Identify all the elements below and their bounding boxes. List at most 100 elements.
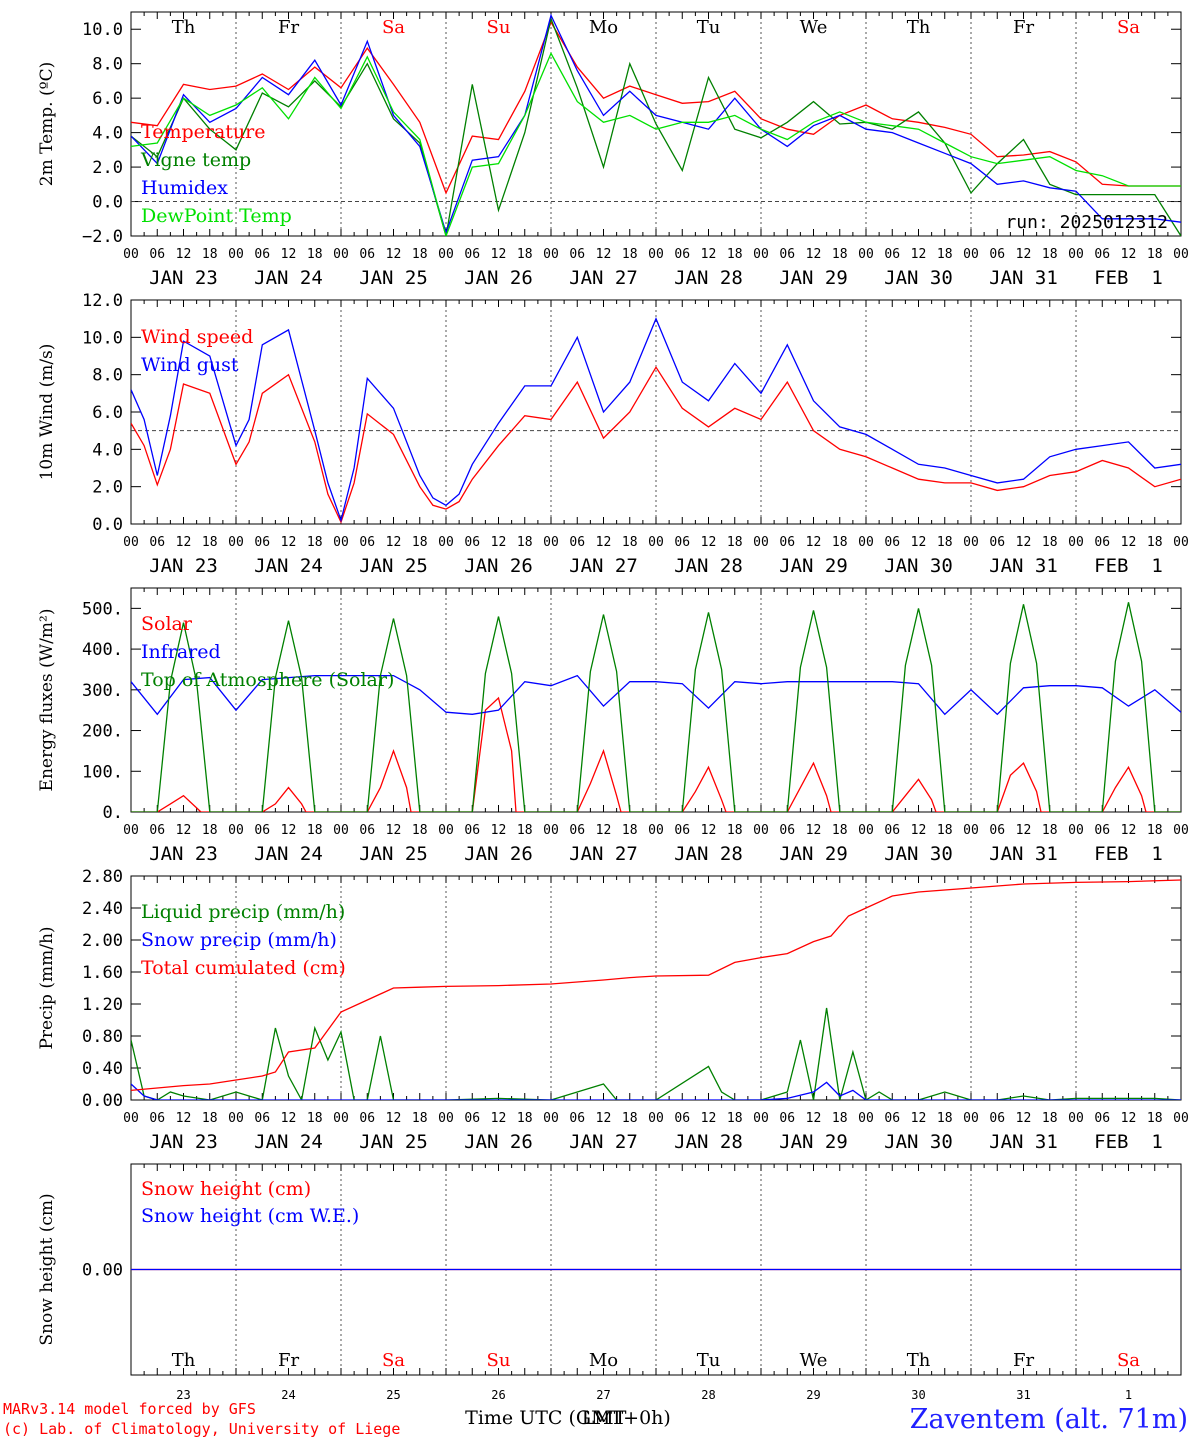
date-label: FEB 1 xyxy=(1094,1131,1163,1153)
legend-item: Liquid precip (mm/h) xyxy=(141,901,345,923)
hour-tick-label: 06 xyxy=(674,535,690,550)
hour-tick-label: 00 xyxy=(1068,247,1084,262)
weekday-label: Mo xyxy=(589,1350,618,1371)
weekday-label: Tu xyxy=(697,17,721,38)
y-tick-label: 0.00 xyxy=(82,1091,123,1111)
date-label: JAN 23 xyxy=(149,555,218,577)
y-tick-label: 2.0 xyxy=(92,158,123,178)
date-label: JAN 29 xyxy=(779,843,848,865)
hour-tick-label: 12 xyxy=(386,1111,402,1126)
hour-tick-label: 12 xyxy=(806,823,822,838)
legend-item: Wind gust xyxy=(141,354,239,376)
hour-tick-label: 18 xyxy=(1042,535,1058,550)
hour-tick-label: 18 xyxy=(727,535,743,550)
hour-tick-label: 12 xyxy=(701,823,717,838)
y-tick-label: 2.80 xyxy=(82,867,123,887)
hour-tick-label: 06 xyxy=(569,823,585,838)
y-tick-label: 400. xyxy=(82,640,123,660)
hour-tick-label: 18 xyxy=(937,823,953,838)
date-label: JAN 28 xyxy=(674,267,743,289)
hour-tick-label: 18 xyxy=(1147,247,1163,262)
series-line-humidex xyxy=(131,13,1181,235)
hour-tick-label: 00 xyxy=(858,823,874,838)
series-line-snow-precip-mm-h- xyxy=(131,1081,1181,1100)
hour-tick-label: 06 xyxy=(989,1111,1005,1126)
hour-tick-label: 06 xyxy=(359,247,375,262)
y-axis-label: Precip (mm/h) xyxy=(37,926,57,1049)
y-tick-label: 4.0 xyxy=(92,124,123,144)
hour-tick-label: 00 xyxy=(753,823,769,838)
y-tick-label: 2.0 xyxy=(92,478,123,498)
y-tick-label: 2.40 xyxy=(82,899,123,919)
hour-tick-label: 00 xyxy=(228,1111,244,1126)
hour-tick-label: 12 xyxy=(176,823,192,838)
hour-tick-label: 12 xyxy=(1016,247,1032,262)
y-tick-label: 1.20 xyxy=(82,995,123,1015)
date-label: FEB 1 xyxy=(1094,267,1163,289)
legend-item: Vigne temp xyxy=(140,149,251,171)
hour-tick-label: 06 xyxy=(674,247,690,262)
hour-tick-label: 00 xyxy=(333,1111,349,1126)
hour-tick-label: 12 xyxy=(1121,535,1137,550)
hour-tick-label: 18 xyxy=(727,1111,743,1126)
weekday-label: Th xyxy=(172,17,196,38)
hour-tick-label: 12 xyxy=(596,535,612,550)
day-number-label: 31 xyxy=(1016,1388,1030,1402)
hour-tick-label: 06 xyxy=(254,1111,270,1126)
hour-tick-label: 06 xyxy=(359,535,375,550)
legend-item: Temperature xyxy=(141,121,265,143)
date-label: JAN 26 xyxy=(464,843,533,865)
hour-tick-label: 18 xyxy=(622,1111,638,1126)
hour-tick-label: 12 xyxy=(701,1111,717,1126)
y-tick-label: 12.0 xyxy=(82,291,123,311)
hour-tick-label: 00 xyxy=(753,247,769,262)
date-label: JAN 31 xyxy=(989,843,1058,865)
date-label: JAN 29 xyxy=(779,1131,848,1153)
hour-tick-label: 12 xyxy=(701,247,717,262)
hour-tick-label: 00 xyxy=(333,535,349,550)
hour-tick-label: 18 xyxy=(307,535,323,550)
station-name: Zaventem (alt. 71m) xyxy=(910,1404,1188,1435)
y-tick-label: 0.00 xyxy=(82,1261,123,1281)
hour-tick-label: 06 xyxy=(779,535,795,550)
hour-tick-label: 18 xyxy=(832,1111,848,1126)
hour-tick-label: 18 xyxy=(517,247,533,262)
hour-tick-label: 00 xyxy=(1173,823,1189,838)
weekday-label: Tu xyxy=(697,1350,721,1371)
hour-tick-label: 12 xyxy=(491,535,507,550)
hour-tick-label: 18 xyxy=(517,535,533,550)
weekday-label: Sa xyxy=(1117,1350,1140,1371)
credit-line: (c) Lab. of Climatology, University of L… xyxy=(3,1420,400,1438)
hour-tick-label: 18 xyxy=(937,535,953,550)
date-label: JAN 26 xyxy=(464,267,533,289)
date-label: FEB 1 xyxy=(1094,555,1163,577)
date-label: FEB 1 xyxy=(1094,843,1163,865)
date-label: JAN 30 xyxy=(884,1131,953,1153)
hour-tick-label: 06 xyxy=(779,823,795,838)
hour-tick-label: 18 xyxy=(1042,247,1058,262)
hour-tick-label: 00 xyxy=(963,535,979,550)
hour-tick-label: 00 xyxy=(123,823,139,838)
hour-tick-label: 18 xyxy=(1147,535,1163,550)
weekday-label: Su xyxy=(487,17,511,38)
date-label: JAN 27 xyxy=(569,843,638,865)
hour-tick-label: 00 xyxy=(963,1111,979,1126)
hour-tick-label: 00 xyxy=(438,1111,454,1126)
date-label: JAN 24 xyxy=(254,843,323,865)
y-tick-label: 0.0 xyxy=(92,193,123,213)
y-tick-label: 0. xyxy=(103,803,123,823)
hour-tick-label: 00 xyxy=(963,247,979,262)
date-label: JAN 29 xyxy=(779,267,848,289)
hour-tick-label: 00 xyxy=(543,247,559,262)
day-number-label: 1 xyxy=(1125,1388,1132,1402)
hour-tick-label: 18 xyxy=(202,823,218,838)
date-label: JAN 27 xyxy=(569,1131,638,1153)
legend-item: Snow precip (mm/h) xyxy=(141,929,337,951)
hour-tick-label: 18 xyxy=(517,1111,533,1126)
y-axis-label: Snow height (cm) xyxy=(37,1193,57,1345)
hour-tick-label: 00 xyxy=(648,535,664,550)
hour-tick-label: 00 xyxy=(1068,535,1084,550)
weekday-label: Fr xyxy=(278,17,299,38)
credit-line: MARv3.14 model forced by GFS xyxy=(3,1400,256,1418)
